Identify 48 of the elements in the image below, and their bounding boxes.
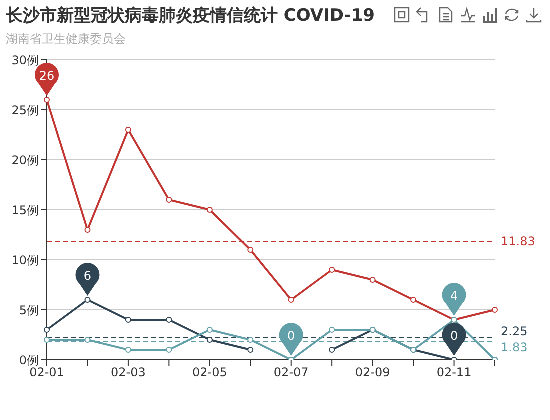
point <box>370 277 376 283</box>
x-tick-label: 02-07 <box>274 366 309 380</box>
point <box>206 337 213 343</box>
point <box>125 347 132 353</box>
y-tick-label: 5例 <box>19 303 39 318</box>
point <box>248 337 254 343</box>
point <box>492 307 498 313</box>
point <box>44 337 50 343</box>
y-tick-label: 25例 <box>12 103 39 118</box>
point <box>125 317 132 323</box>
data-label: 4 <box>450 289 458 303</box>
chart-subtitle: 湖南省卫生健康委员会 <box>6 31 126 48</box>
y-tick-label: 0例 <box>19 353 39 368</box>
point <box>329 327 336 333</box>
point <box>125 127 132 133</box>
point <box>410 297 417 303</box>
chart-title: 长沙市新型冠状病毒肺炎疫情信统计 COVID-19 <box>6 5 376 27</box>
y-tick-label: 30例 <box>12 53 39 68</box>
y-tick-label: 10例 <box>12 253 39 268</box>
x-tick-label: 02-11 <box>436 366 472 380</box>
data-label: 0 <box>288 329 296 343</box>
point <box>206 327 213 333</box>
point <box>84 337 91 343</box>
point <box>166 347 172 353</box>
point <box>329 347 336 353</box>
point <box>248 347 254 353</box>
x-tick-label: 02-09 <box>355 366 390 380</box>
point <box>166 317 172 323</box>
point <box>84 297 91 303</box>
ref-line-label: 2.25 <box>501 324 528 338</box>
x-tick-label: 02-05 <box>192 366 228 380</box>
point <box>84 227 91 233</box>
point <box>248 247 254 253</box>
point <box>329 267 336 273</box>
point <box>288 297 294 303</box>
ref-line-label: 1.83 <box>501 340 528 355</box>
x-tick-label: 02-01 <box>30 366 64 380</box>
point <box>44 97 50 103</box>
data-label: 0 <box>450 329 458 343</box>
ref-line-label: 11.83 <box>501 234 536 249</box>
point <box>206 207 213 213</box>
point <box>44 327 50 333</box>
point <box>166 197 172 203</box>
y-tick-label: 20例 <box>12 153 39 168</box>
x-tick-label: 02-03 <box>111 366 146 380</box>
y-tick-label: 15例 <box>12 203 39 218</box>
data-label: 26 <box>39 69 55 83</box>
data-label: 6 <box>84 269 92 283</box>
